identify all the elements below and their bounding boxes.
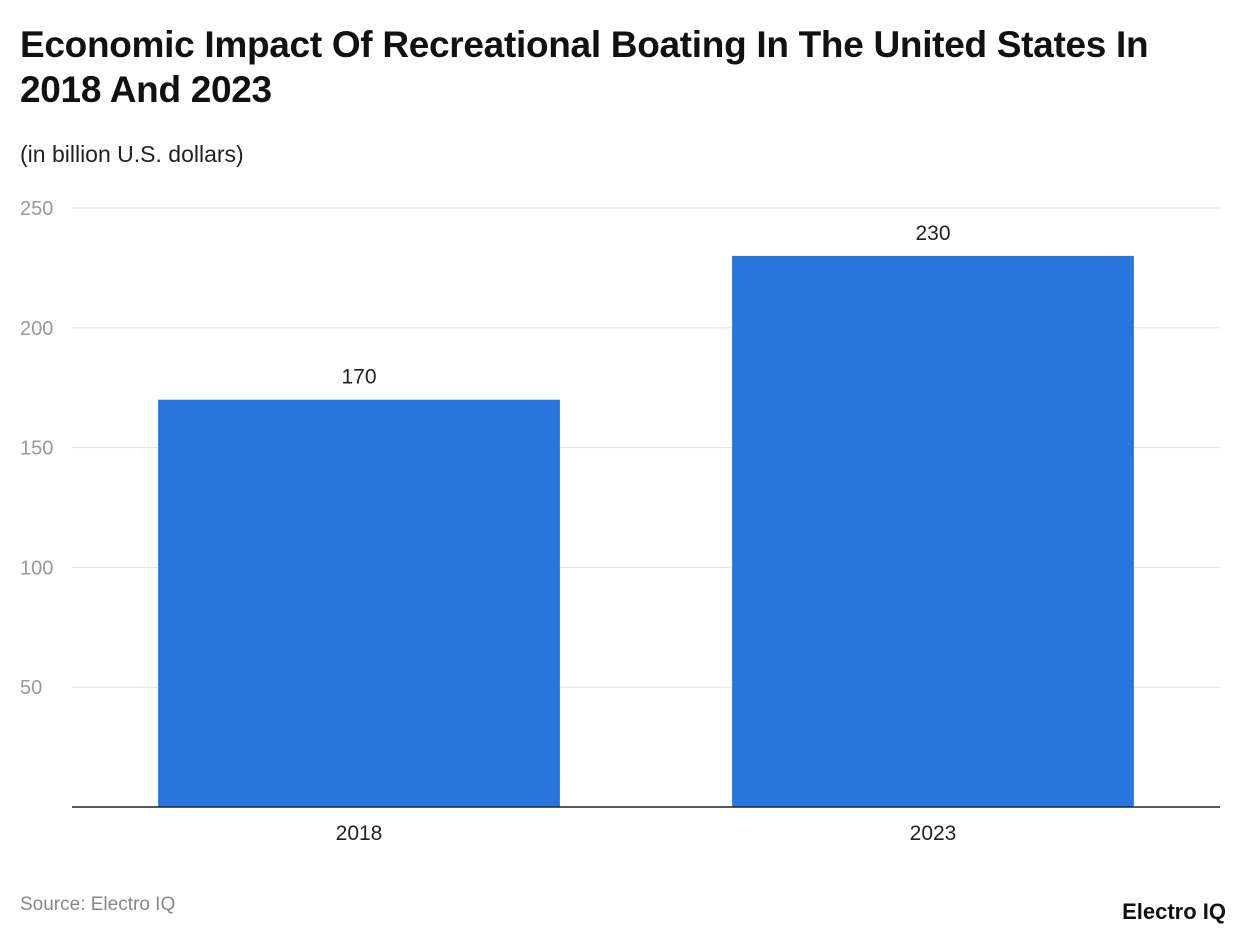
y-tick-label: 200	[20, 318, 53, 340]
chart-title: Economic Impact Of Recreational Boating …	[20, 24, 1149, 110]
data-label: 230	[915, 222, 950, 245]
y-tick-label: 150	[20, 438, 53, 460]
y-tick-label: 100	[20, 557, 53, 579]
bar-2023	[732, 255, 1134, 808]
x-tick-label: 2023	[910, 822, 957, 845]
bar-2018	[158, 399, 560, 807]
chart-subtitle: (in billion U.S. dollars)	[20, 141, 244, 167]
y-tick-label: 250	[20, 198, 53, 220]
x-tick-label: 2018	[336, 822, 383, 845]
source-text: Source: Electro IQ	[20, 894, 176, 915]
data-label: 170	[341, 366, 376, 389]
brand-logo: Electro IQ	[1122, 899, 1226, 924]
y-tick-label: 50	[20, 677, 42, 699]
